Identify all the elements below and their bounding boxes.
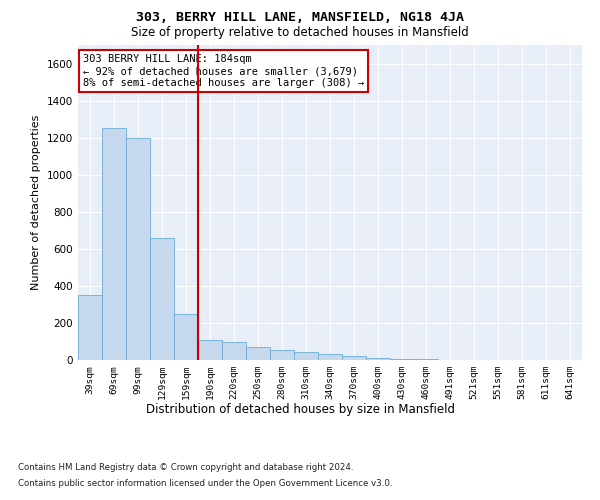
Bar <box>366 358 390 360</box>
Y-axis label: Number of detached properties: Number of detached properties <box>31 115 41 290</box>
Bar <box>102 128 126 360</box>
Bar <box>270 350 294 360</box>
Text: Size of property relative to detached houses in Mansfield: Size of property relative to detached ho… <box>131 26 469 39</box>
Text: 303, BERRY HILL LANE, MANSFIELD, NG18 4JA: 303, BERRY HILL LANE, MANSFIELD, NG18 4J… <box>136 11 464 24</box>
Text: Contains public sector information licensed under the Open Government Licence v3: Contains public sector information licen… <box>18 479 392 488</box>
Text: 303 BERRY HILL LANE: 184sqm
← 92% of detached houses are smaller (3,679)
8% of s: 303 BERRY HILL LANE: 184sqm ← 92% of det… <box>83 54 364 88</box>
Bar <box>294 352 318 360</box>
Text: Contains HM Land Registry data © Crown copyright and database right 2024.: Contains HM Land Registry data © Crown c… <box>18 462 353 471</box>
Text: Distribution of detached houses by size in Mansfield: Distribution of detached houses by size … <box>146 402 455 415</box>
Bar <box>342 356 366 360</box>
Bar <box>150 238 174 360</box>
Bar <box>78 295 102 360</box>
Bar <box>126 138 150 360</box>
Bar <box>174 314 198 360</box>
Bar <box>318 354 342 360</box>
Bar <box>198 340 222 360</box>
Bar <box>222 342 246 360</box>
Bar <box>390 359 414 360</box>
Bar <box>246 347 270 360</box>
